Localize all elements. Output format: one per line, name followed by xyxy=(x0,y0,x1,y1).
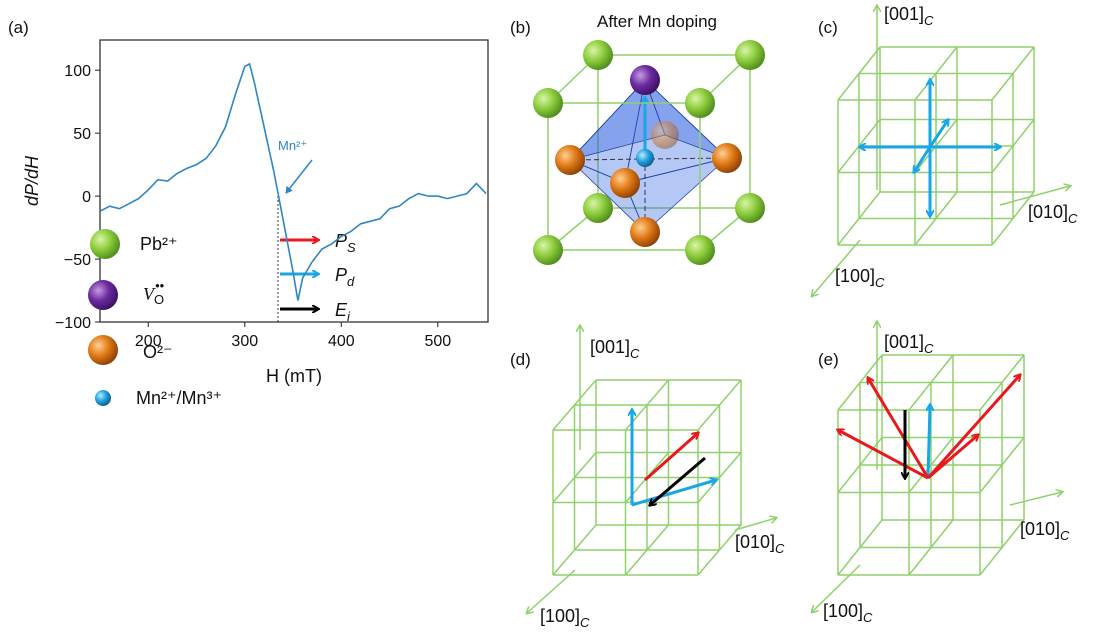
panel-label: (a) xyxy=(8,18,29,37)
ion-sphere xyxy=(533,235,563,265)
legend-sphere xyxy=(95,390,111,406)
y-tick-label: −100 xyxy=(55,315,91,332)
axis-label: [010]C xyxy=(1028,202,1078,226)
ion-sphere xyxy=(685,235,715,265)
panel-label: (d) xyxy=(510,350,531,369)
legend-sphere xyxy=(88,335,118,365)
y-tick-label: 50 xyxy=(73,126,91,143)
legend-label: VO•• xyxy=(143,278,165,307)
y-tick-label: −50 xyxy=(64,252,91,269)
dipole-arrow xyxy=(645,433,698,480)
legend-label: Mn²⁺/Mn³⁺ xyxy=(136,388,222,408)
y-axis-label: dP/dH xyxy=(22,155,42,206)
legend-sphere xyxy=(88,280,118,310)
ion-sphere xyxy=(583,40,613,70)
axis-label: [001]C xyxy=(884,4,934,28)
dipole-arrow xyxy=(928,375,1020,478)
panel-label: (e) xyxy=(818,350,839,369)
ion-sphere xyxy=(630,65,660,95)
axis-label: [100]C xyxy=(823,601,873,625)
x-tick-label: 200 xyxy=(135,333,162,350)
panel-title: After Mn doping xyxy=(597,12,717,31)
x-tick-label: 500 xyxy=(424,333,451,350)
ion-sphere xyxy=(533,88,563,118)
ion-sphere xyxy=(555,145,585,175)
ion-sphere xyxy=(735,40,765,70)
y-tick-label: 100 xyxy=(64,63,91,80)
axis-label: [100]C xyxy=(540,606,590,630)
axis-label: [010]C xyxy=(1020,519,1070,543)
y-tick-label: 0 xyxy=(82,189,91,206)
annotation-arrow xyxy=(286,160,312,193)
legend-label: Pd xyxy=(335,265,355,289)
ion-sphere xyxy=(630,217,660,247)
dipole-arrow xyxy=(914,147,930,172)
ion-sphere xyxy=(651,121,679,149)
x-tick-label: 400 xyxy=(328,333,355,350)
panel-label: (c) xyxy=(818,18,838,37)
ion-sphere xyxy=(583,193,613,223)
axis-label: [010]C xyxy=(735,532,785,556)
ion-sphere xyxy=(735,193,765,223)
ion-sphere xyxy=(636,149,654,167)
ion-sphere xyxy=(685,88,715,118)
legend-label: Pb²⁺ xyxy=(140,234,178,254)
legend-sphere xyxy=(90,229,120,259)
legend-label: Ei xyxy=(335,300,351,324)
x-tick-label: 300 xyxy=(231,333,258,350)
x-axis-label: H (mT) xyxy=(266,366,322,386)
axis-label: [001]C xyxy=(884,332,934,356)
ion-sphere xyxy=(610,168,640,198)
panel-label: (b) xyxy=(510,18,531,37)
ion-sphere xyxy=(712,143,742,173)
axis-arrow xyxy=(1010,492,1062,505)
data-line xyxy=(100,64,486,301)
axis-label: [100]C xyxy=(835,266,885,290)
annotation: Mn²⁺ xyxy=(278,138,307,153)
dipole-arrow xyxy=(928,405,930,478)
axis-label: [001]C xyxy=(590,337,640,361)
figure: (a) Mn²⁺ dP/dH H (mT) (b) After Mn dopin… xyxy=(0,0,1094,635)
